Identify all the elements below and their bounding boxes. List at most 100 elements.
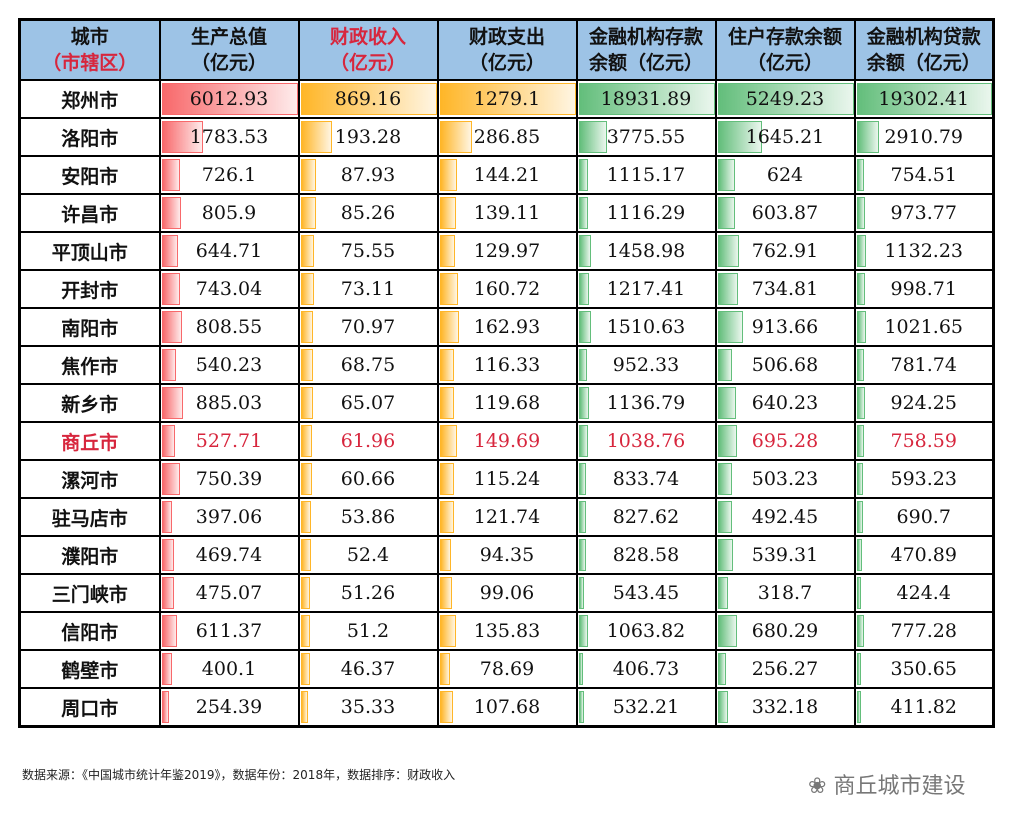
value-cell: 254.39 [158,687,300,728]
value-text: 734.81 [751,278,819,300]
value-cell: 973.77 [853,193,995,233]
value-cell: 75.55 [297,231,439,271]
value-cell: 35.33 [297,687,439,728]
value-cell: 149.69 [436,421,578,461]
data-bar [300,235,315,267]
data-bar [300,273,314,305]
header-col: 财政支出 （亿元） [436,18,578,81]
value-cell: 506.68 [714,345,856,385]
value-text: 75.55 [340,240,396,262]
data-bar [161,615,178,647]
value-cell: 1116.29 [575,193,717,233]
value-cell: 115.24 [436,459,578,499]
value-cell: 1510.63 [575,307,717,347]
value-text: 121.74 [473,506,541,528]
value-cell: 750.39 [158,459,300,499]
data-bar [856,463,863,495]
value-cell: 603.87 [714,193,856,233]
value-text: 160.72 [473,278,541,300]
city-cell: 周口市 [18,687,161,728]
header-col-unit: （亿元） [468,52,545,74]
value-text: 139.11 [473,202,541,224]
value-cell: 644.71 [158,231,300,271]
value-cell: 695.28 [714,421,856,461]
city-cell: 新乡市 [18,383,161,423]
data-bar [300,387,313,419]
data-source-note: 数据来源：《中国城市统计年鉴2019》，数据年份：2018年，数据排序：财政收入 [22,768,456,782]
value-cell: 162.93 [436,307,578,347]
brand-watermark: ❀ 商丘城市建设 [808,768,965,800]
table-row: 新乡市 885.03 65.07 119.68 1136.79 640.23 924.25 [18,383,995,423]
data-bar [856,159,864,191]
value-cell: 869.16 [297,79,439,119]
data-bar [856,539,862,571]
value-cell: 116.33 [436,345,578,385]
data-bar [439,653,450,685]
value-text: 777.28 [890,620,957,642]
data-bar [717,197,735,229]
value-cell: 913.66 [714,307,856,347]
data-bar [717,463,733,495]
value-text: 828.58 [612,544,680,566]
header-col-unit: 余额（亿元） [588,52,703,74]
data-bar [717,273,739,305]
table-row: 焦作市 540.23 68.75 116.33 952.33 506.68 781.74 [18,345,995,385]
value-cell: 527.71 [158,421,300,461]
value-cell: 73.11 [297,269,439,309]
brand-label: 商丘城市建设 [833,774,966,799]
city-cell: 三门峡市 [18,573,161,613]
data-bar [578,387,589,419]
value-text: 470.89 [890,544,957,566]
value-cell: 46.37 [297,649,439,689]
value-text: 540.23 [195,354,263,376]
value-cell: 611.37 [158,611,300,651]
value-cell: 726.1 [158,155,300,195]
data-bar [717,653,727,685]
data-bar [578,273,590,305]
value-cell: 139.11 [436,193,578,233]
city-cell: 鹤壁市 [18,649,161,689]
value-text: 411.82 [890,696,957,718]
value-text: 750.39 [195,468,263,490]
data-bar [161,539,174,571]
city-cell: 南阳市 [18,307,161,347]
value-cell: 1038.76 [575,421,717,461]
value-text: 690.7 [896,506,951,528]
value-text: 781.74 [890,354,957,376]
data-bar [161,197,182,229]
value-cell: 411.82 [853,687,995,728]
header-col-title: 生产总值 [190,26,267,48]
value-text: 73.11 [340,278,396,300]
value-cell: 94.35 [436,535,578,575]
value-text: 332.18 [751,696,819,718]
value-text: 808.55 [195,316,263,338]
value-cell: 690.7 [853,497,995,537]
data-bar [717,539,734,571]
table-row: 漯河市 750.39 60.66 115.24 833.74 503.23 593.23 [18,459,995,499]
value-cell: 51.2 [297,611,439,651]
data-bar [300,615,311,647]
value-cell: 18931.89 [575,79,717,119]
value-text: 85.26 [340,202,396,224]
value-text: 350.65 [890,658,957,680]
value-text: 35.33 [340,696,396,718]
data-bar [161,273,181,305]
value-cell: 332.18 [714,687,856,728]
header-city-sub: （市辖区） [42,52,138,74]
data-bar [300,463,312,495]
value-text: 1021.65 [884,316,964,338]
value-text: 611.37 [195,620,263,642]
value-cell: 593.23 [853,459,995,499]
value-text: 19302.41 [878,88,970,110]
value-cell: 87.93 [297,155,439,195]
city-cell: 信阳市 [18,611,161,651]
value-text: 116.33 [473,354,541,376]
data-bar [161,577,175,609]
value-cell: 762.91 [714,231,856,271]
value-text: 603.87 [751,202,819,224]
table-row: 洛阳市 1783.53 193.28 286.85 3775.55 1645.21 2910… [18,117,995,157]
table-row: 许昌市 805.9 85.26 139.11 1116.29 603.87 973.77 [18,193,995,233]
header-col: 生产总值 （亿元） [158,18,300,81]
data-bar [578,159,589,191]
value-text: 1510.63 [606,316,686,338]
